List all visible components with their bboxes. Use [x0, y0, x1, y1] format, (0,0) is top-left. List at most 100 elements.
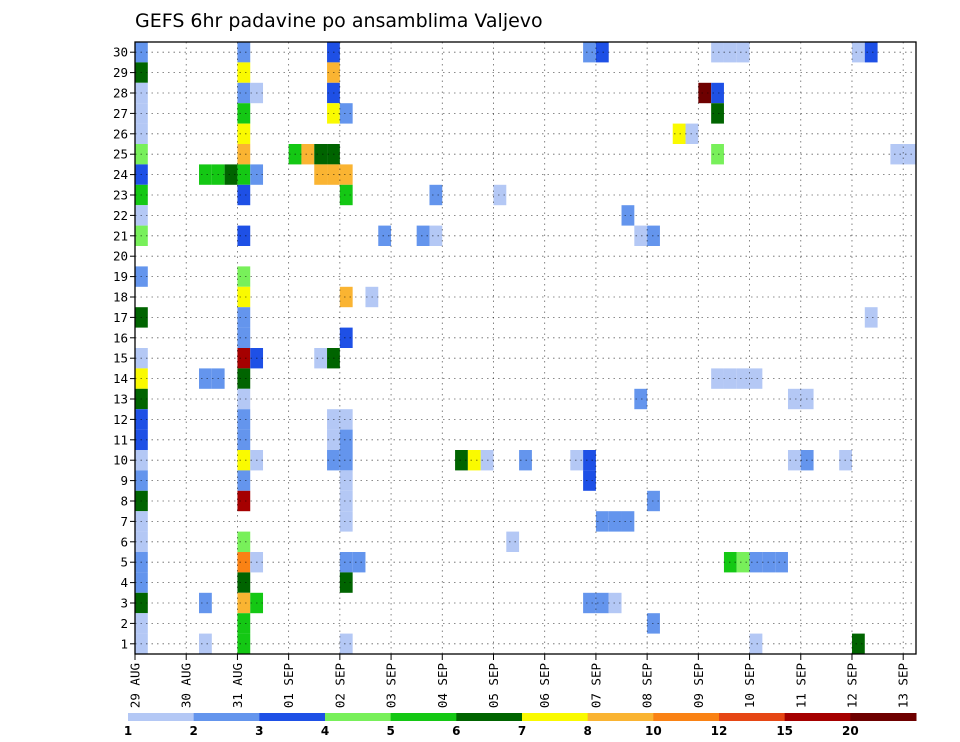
heatmap-cell: [339, 184, 353, 206]
heatmap-cell: [199, 592, 212, 614]
y-tick-label: 21: [113, 228, 128, 243]
y-tick-label: 17: [113, 310, 128, 325]
y-tick-label: 18: [113, 290, 128, 305]
x-tick-label: 09 SEP: [691, 663, 706, 708]
heatmap-cell: [301, 144, 315, 165]
heatmap-cell: [237, 62, 251, 83]
heatmap-cell: [583, 450, 596, 471]
heatmap-cell: [199, 633, 212, 654]
legend-label: 3: [255, 724, 263, 738]
heatmap-cell: [378, 225, 392, 246]
heatmap-cell: [237, 266, 251, 287]
heatmap-cell: [455, 450, 468, 471]
heatmap-cell: [736, 552, 750, 573]
x-tick-label: 04 SEP: [435, 663, 450, 708]
heatmap-cell: [237, 307, 251, 328]
heatmap-cell: [647, 613, 660, 634]
heatmap-cell: [621, 205, 635, 226]
legend-swatch: [456, 713, 523, 721]
heatmap-cell: [583, 42, 596, 63]
heatmap-cell: [237, 368, 251, 389]
plot-frame: [134, 41, 917, 655]
heatmap-cell: [608, 592, 622, 614]
legend-swatch: [193, 713, 260, 721]
y-tick-label: 12: [113, 412, 128, 427]
y-tick-label: 11: [113, 432, 128, 447]
x-tick-label: 01 SEP: [281, 663, 296, 708]
heatmap-cell: [352, 552, 366, 573]
heatmap-cell: [237, 490, 251, 512]
heatmap-cell: [237, 450, 251, 471]
y-tick-label: 3: [120, 596, 128, 611]
heatmap-cell: [237, 429, 251, 450]
legend-label: 6: [452, 724, 460, 738]
y-tick-label: 26: [113, 126, 128, 141]
heatmap-cell: [224, 164, 238, 185]
heatmap-cell: [237, 144, 251, 165]
heatmap-cell: [595, 592, 609, 614]
legend-swatch: [522, 713, 589, 721]
y-tick-label: 4: [120, 575, 128, 590]
heatmap-cell: [339, 429, 353, 450]
heatmap-cell: [749, 552, 763, 573]
heatmap-cell: [339, 103, 353, 124]
heatmap-cell: [634, 388, 648, 410]
heatmap-cell: [314, 348, 328, 369]
heatmap-cell: [775, 552, 788, 573]
legend-label: 15: [776, 724, 793, 738]
heatmap-cell: [237, 531, 251, 552]
heatmap-cell: [787, 388, 801, 410]
chart-title: GEFS 6hr padavine po ansamblima Valjevo: [135, 10, 543, 32]
heatmap-cell: [467, 450, 481, 471]
heatmap-cell: [237, 572, 251, 593]
heatmap-cell: [429, 184, 443, 206]
heatmap-cell: [237, 388, 251, 410]
heatmap-cell: [621, 511, 635, 532]
legend-label: 20: [842, 724, 859, 738]
heatmap-cell: [570, 450, 584, 471]
legend-label: 12: [711, 724, 728, 738]
legend-swatch: [719, 713, 786, 721]
heatmap-cell: [237, 82, 251, 104]
heatmap-cell: [339, 409, 353, 430]
legend-label: 2: [189, 724, 197, 738]
heatmap-cell: [339, 511, 353, 532]
x-tick-label: 12 SEP: [844, 663, 859, 708]
y-tick-label: 5: [120, 555, 128, 570]
heatmap-cell: [903, 144, 916, 165]
legend-swatch: [653, 713, 720, 721]
heatmap-cell: [647, 225, 660, 246]
heatmap-cell: [711, 144, 724, 165]
y-tick-label: 25: [113, 147, 128, 162]
y-tick-label: 2: [120, 616, 128, 631]
heatmap-cell: [749, 633, 763, 654]
y-tick-label: 14: [113, 371, 128, 386]
y-tick-label: 20: [113, 249, 128, 264]
heatmap-cell: [237, 592, 251, 614]
heatmap-cell: [851, 42, 865, 63]
heatmap-cell: [237, 633, 251, 654]
legend-swatch: [784, 713, 851, 721]
legend-label: 7: [518, 724, 526, 738]
heatmap-cell: [314, 164, 328, 185]
heatmap-cell: [339, 572, 353, 593]
legend-swatch: [128, 713, 195, 721]
heatmap-cell: [199, 368, 212, 389]
heatmap-cell: [339, 327, 353, 348]
y-tick-label: 10: [113, 453, 128, 468]
legend-label: 10: [645, 724, 662, 738]
x-tick-label: 10 SEP: [742, 663, 757, 708]
x-tick-label: 05 SEP: [486, 663, 501, 708]
legend-label: 4: [321, 724, 329, 738]
y-tick-label: 1: [120, 636, 128, 651]
x-tick-label: 07 SEP: [588, 663, 603, 708]
heatmap-cell: [583, 592, 596, 614]
y-tick-label: 24: [113, 167, 128, 182]
x-tick-label: 08 SEP: [640, 663, 655, 708]
heatmap-cell: [634, 225, 648, 246]
heatmap-cell: [711, 42, 724, 63]
heatmap-cell: [237, 613, 251, 634]
heatmap-cell: [339, 633, 353, 654]
y-tick-label: 23: [113, 188, 128, 203]
